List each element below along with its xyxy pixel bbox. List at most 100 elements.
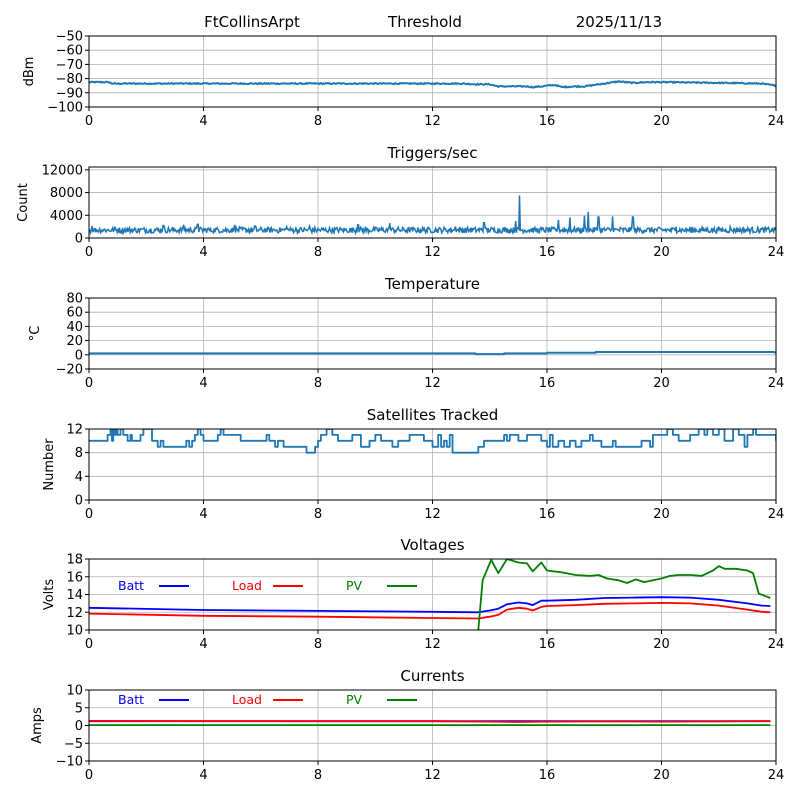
x-tick-label: 8 [314,507,322,522]
y-tick-label: −90 [56,86,83,101]
x-tick-label: 4 [199,114,207,129]
y-tick-label: −10 [56,755,83,770]
y-tick-label: −100 [47,101,83,116]
x-tick-label: 24 [768,768,785,783]
x-tick-label: 4 [199,376,207,391]
series-group [89,195,776,236]
series-group [89,351,776,356]
series-group [89,429,776,454]
y-tick-label: 20 [66,334,83,349]
y-tick-label: 12 [66,423,83,438]
y-tick-label: 5 [75,701,83,716]
x-tick-label: 20 [653,114,670,129]
x-tick-label: 24 [768,637,785,652]
y-tick-label: −5 [64,737,83,752]
x-tick-label: 8 [314,768,322,783]
series-line-batt [89,596,771,614]
x-tick-label: 4 [199,507,207,522]
series-line-sats [89,429,776,454]
x-tick-label: 16 [539,768,556,783]
panel-title: Voltages [400,536,464,554]
x-tick-label: 0 [85,376,93,391]
y-tick-label: 0 [75,348,83,363]
y-axis-label: dBm [22,57,37,87]
y-tick-label: 0 [75,232,83,247]
x-tick-label: 12 [424,507,441,522]
series-line-temp [89,351,776,356]
y-tick-label: 14 [66,588,83,603]
x-tick-label: 0 [85,114,93,129]
x-tick-label: 0 [85,245,93,260]
x-tick-label: 16 [539,637,556,652]
series-line-pv [477,559,771,630]
panel-triggers: 0 4 8 12 16 20 24 12000 8000 4000 0 Triggers/sec Cou… [16,144,784,260]
x-tick-label: 12 [424,114,441,129]
x-tick-label: 0 [85,507,93,522]
series-line-count [89,195,776,236]
x-tick-label: 8 [314,376,322,391]
y-tick-label: 80 [66,292,83,307]
y-tick-label: 10 [66,624,83,639]
x-tick-label: 20 [653,637,670,652]
panel-voltages: Batt Load PV 0 4 8 12 16 20 24 18 16 14 12 10 Voltages V… [42,536,784,652]
x-tick-label: 24 [768,507,785,522]
y-axis-label: Number [42,438,57,491]
y-tick-label: 10 [66,684,83,699]
panel-title: Temperature [384,275,480,293]
x-tick-label: 16 [539,507,556,522]
x-tick-label: 4 [199,637,207,652]
y-tick-label: −60 [56,44,83,59]
legend-label-pv: PV [346,692,363,707]
x-tick-label: 24 [768,245,785,260]
y-tick-label: 4000 [50,209,83,224]
series-line-load [89,720,771,723]
y-tick-label: −70 [56,58,83,73]
y-tick-label: 4 [75,470,83,485]
x-tick-label: 24 [768,114,785,129]
panel-threshold: 0 4 8 12 16 20 24 −50−60−70−80−90−100 dBm [22,30,784,130]
date-label: 2025/11/13 [576,13,662,31]
series-line-load [89,602,771,620]
x-tick-label: 8 [314,114,322,129]
y-tick-label: 18 [66,553,83,568]
series-group [89,720,771,726]
series-group [89,559,771,630]
y-tick-label: 40 [66,320,83,335]
x-tick-label: 8 [314,245,322,260]
series-group [89,80,776,89]
x-tick-label: 4 [199,245,207,260]
legend-label-batt: Batt [118,692,144,707]
y-axis-label: Amps [30,707,45,744]
y-tick-label: −50 [56,30,83,45]
x-tick-label: 8 [314,637,322,652]
x-tick-label: 20 [653,245,670,260]
y-tick-label: 8000 [50,186,83,201]
panel-satellites: 0 4 8 12 16 20 24 12 8 4 0 Satellites Tracked Number [42,406,784,522]
x-tick-label: 12 [424,376,441,391]
station-name: FtCollinsArpt [204,13,300,31]
x-tick-label: 12 [424,245,441,260]
legend-label-load: Load [232,692,262,707]
x-tick-label: 4 [199,768,207,783]
x-tick-label: 0 [85,637,93,652]
x-tick-label: 16 [539,114,556,129]
y-tick-label: 12 [66,606,83,621]
y-tick-label: 12000 [42,163,83,178]
x-tick-label: 24 [768,376,785,391]
y-tick-label: −80 [56,72,83,87]
x-tick-label: 12 [424,637,441,652]
panel-title: Triggers/sec [387,144,478,162]
x-tick-label: 16 [539,376,556,391]
x-tick-label: 0 [85,768,93,783]
y-tick-label: 0 [75,494,83,509]
x-tick-label: 20 [653,376,670,391]
x-tick-label: 16 [539,245,556,260]
y-tick-label: 16 [66,570,83,585]
legend-label-load: Load [232,578,262,593]
legend-label-pv: PV [346,578,363,593]
y-tick-label: 8 [75,446,83,461]
x-tick-label: 12 [424,768,441,783]
series-line-dbm [89,80,776,89]
